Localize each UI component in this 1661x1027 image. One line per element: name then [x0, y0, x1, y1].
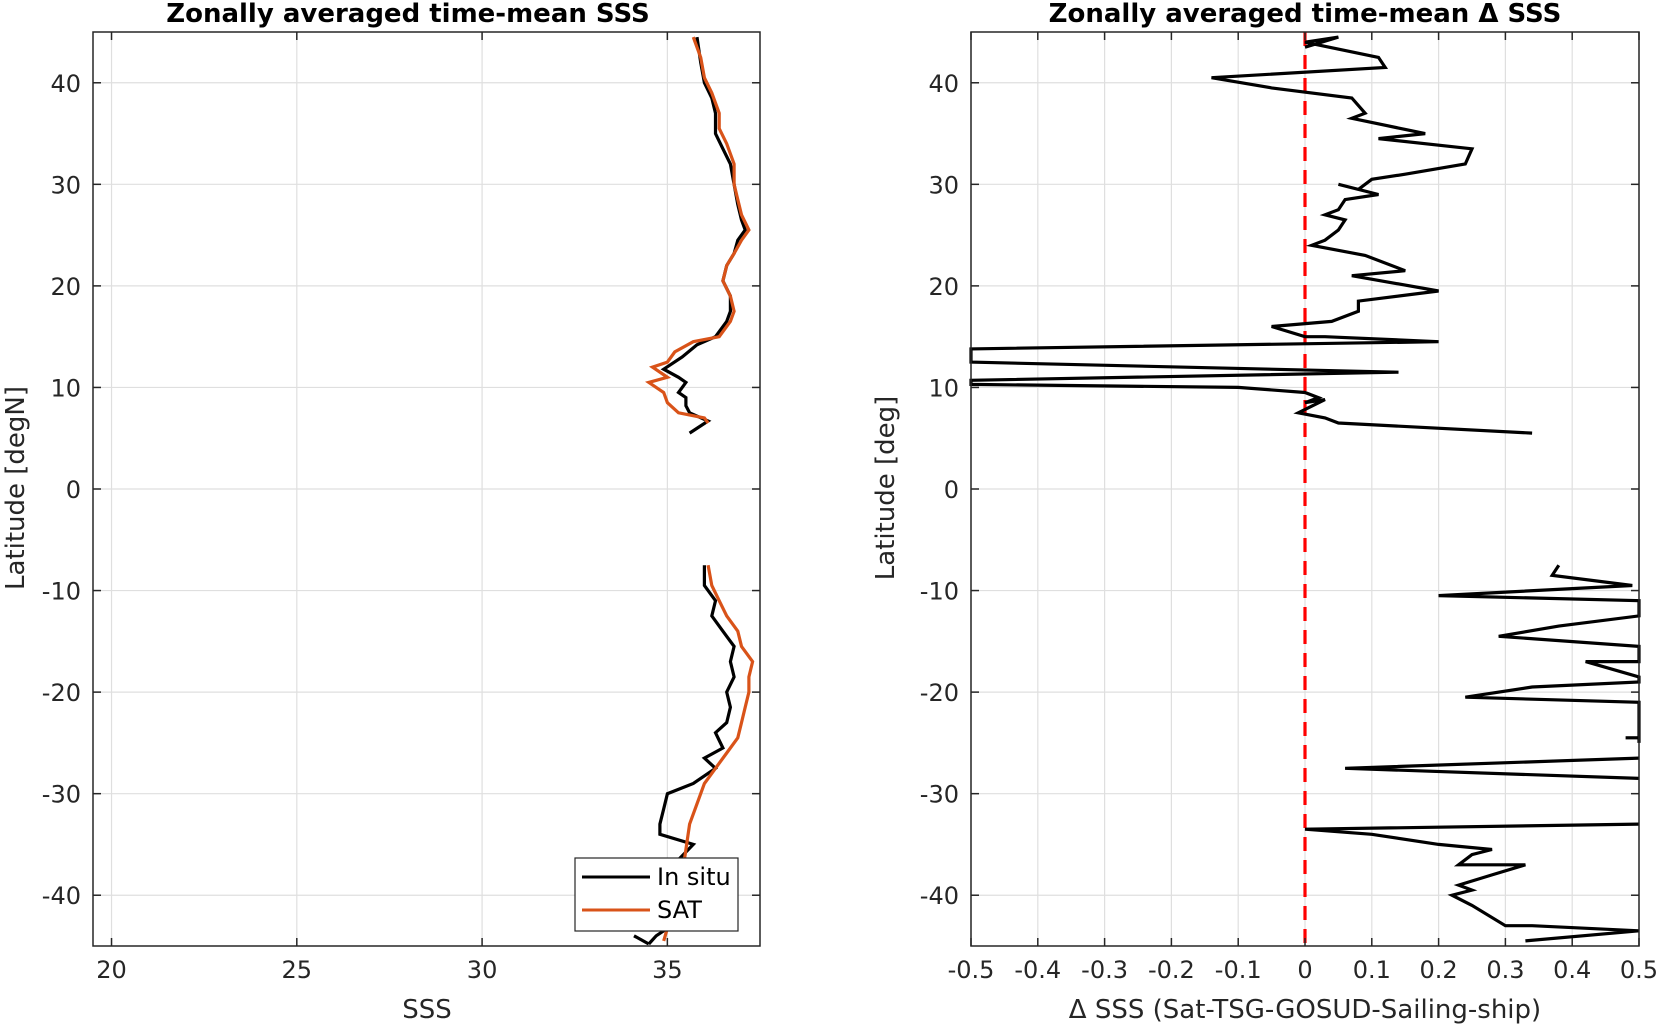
left-x-tick-label: 30: [467, 956, 498, 984]
left-y-tick-label: 10: [50, 374, 81, 402]
right-y-tick-label: -40: [920, 882, 959, 910]
right-x-tick-label: 0.5: [1620, 956, 1658, 984]
right-x-tick-label: -0.3: [1081, 956, 1128, 984]
right-x-tick-label: -0.4: [1014, 956, 1061, 984]
right-x-tick-label: -0.2: [1148, 956, 1195, 984]
right-chart-panel: Zonally averaged time-mean Δ SSS Δ SSS (…: [871, 0, 1658, 1025]
left-chart-title: Zonally averaged time-mean SSS: [166, 0, 650, 29]
legend: In situ SAT: [574, 857, 739, 932]
left-series-in-situ-line: [633, 934, 650, 946]
right-y-tick-label: 30: [928, 171, 959, 199]
left-y-axis-label: Latitude [degN]: [1, 386, 31, 590]
right-x-tick-label: -0.1: [1215, 956, 1262, 984]
right-x-axis-label: Δ SSS (Sat-TSG-GOSUD-Sailing-ship): [1069, 995, 1541, 1025]
right-y-tick-label: 0: [944, 476, 959, 504]
right-x-tick-label: 0.4: [1553, 956, 1591, 984]
right-x-tick-label: 0.3: [1486, 956, 1524, 984]
left-y-tick-label: 20: [50, 273, 81, 301]
legend-label-sat: SAT: [657, 896, 702, 924]
right-y-axis-label: Latitude [deg]: [871, 396, 901, 581]
left-x-tick-label: 35: [652, 956, 683, 984]
right-x-tick-label: 0.1: [1353, 956, 1391, 984]
left-y-tick-label: 30: [50, 171, 81, 199]
right-y-tick-label: 10: [928, 374, 959, 402]
right-x-tick-label: 0: [1297, 956, 1312, 984]
right-chart-title: Zonally averaged time-mean Δ SSS: [1049, 0, 1562, 29]
right-series-delta-sss-line: [1345, 756, 1640, 780]
right-y-tick-label: -30: [920, 781, 959, 809]
left-y-tick-label: 0: [66, 476, 81, 504]
left-y-tick-label: 40: [50, 70, 81, 98]
left-y-tick-label: -10: [42, 578, 81, 606]
right-x-tick-label: -0.5: [948, 956, 995, 984]
left-series-sat-line: [645, 36, 751, 424]
left-y-tick-label: -30: [42, 781, 81, 809]
right-y-tick-label: -20: [920, 679, 959, 707]
legend-label-in-situ: In situ: [657, 863, 731, 891]
right-x-tick-label: 0.2: [1420, 956, 1458, 984]
left-y-tick-label: -40: [42, 882, 81, 910]
right-y-tick-label: -10: [920, 578, 959, 606]
left-x-tick-label: 25: [282, 956, 313, 984]
right-series-delta-sss-line: [1304, 822, 1640, 943]
left-chart-panel: Zonally averaged time-mean SSS SSS Latit…: [1, 0, 761, 1025]
right-y-tick-label: 20: [928, 273, 959, 301]
legend-box: [574, 857, 739, 932]
right-series-delta-sss-line: [969, 35, 1533, 435]
left-x-axis-label: SSS: [402, 995, 452, 1025]
left-x-tick-label: 20: [96, 956, 127, 984]
right-y-tick-label: 40: [928, 70, 959, 98]
left-y-tick-label: -20: [42, 679, 81, 707]
